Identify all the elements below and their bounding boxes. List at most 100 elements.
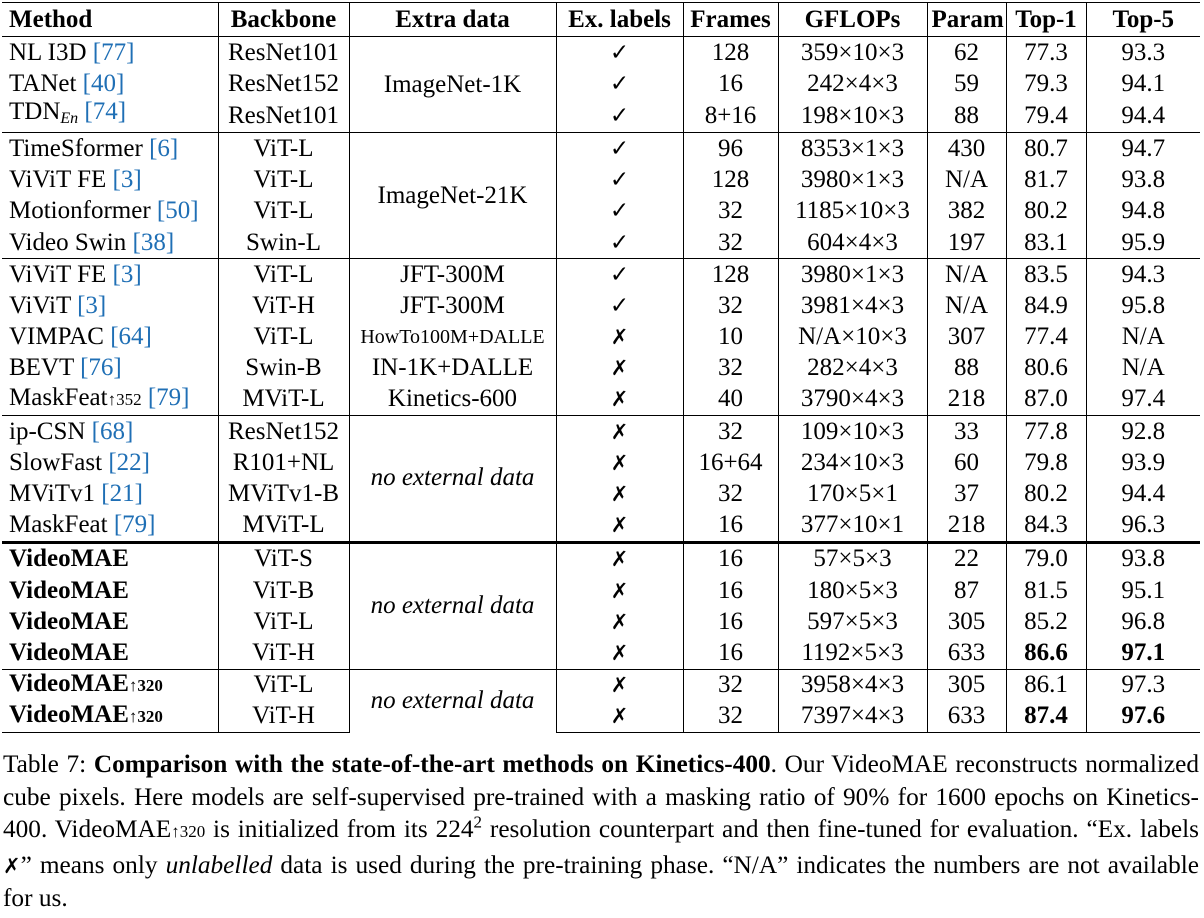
method-name: MaskFeat bbox=[9, 511, 108, 539]
cell-method: MaskFeat↑352 [79] bbox=[2, 384, 218, 416]
header-method: Method bbox=[2, 2, 218, 37]
cell-param: 60 bbox=[926, 447, 1006, 479]
table-row: VideoMAE ViT-H ✗ 16 1192×5×3 633 86.6 97.1 bbox=[2, 637, 1200, 670]
method-subscript: En bbox=[60, 110, 79, 128]
cell-backbone: R101+NL bbox=[217, 447, 349, 479]
cell-frames: 40 bbox=[682, 383, 778, 416]
cell-backbone: Swin-B bbox=[217, 352, 349, 384]
method-name: SlowFast bbox=[9, 448, 103, 476]
check-icon: ✓ bbox=[609, 229, 630, 256]
citation-ref: [68] bbox=[91, 417, 134, 445]
cell-top1: 79.8 bbox=[1005, 447, 1086, 479]
cell-method: VideoMAE↑320 bbox=[2, 668, 218, 701]
table-row: ViViT FE [3] ViT-L ✓ 128 3980×1×3 N/A 81.7 93.8 bbox=[2, 164, 1200, 196]
method-name: TimeSformer bbox=[9, 134, 143, 162]
cell-frames: 32 bbox=[682, 195, 778, 227]
cross-icon: ✗ bbox=[610, 704, 629, 729]
cell-extra-data: no external data bbox=[348, 540, 556, 670]
cell-frames: 128 bbox=[682, 258, 778, 291]
cell-extra-data: ImageNet-21K bbox=[348, 132, 556, 259]
cell-gflops: 198×10×3 bbox=[777, 99, 927, 133]
cell-extra-data: HowTo100M+DALLE bbox=[348, 321, 556, 353]
cell-frames: 10 bbox=[682, 321, 778, 353]
cell-ex-labels: ✓ bbox=[555, 132, 683, 165]
cell-top5: 92.8 bbox=[1085, 415, 1200, 448]
cell-frames: 32 bbox=[682, 226, 778, 259]
cell-param: 62 bbox=[926, 36, 1006, 69]
check-icon: ✓ bbox=[609, 102, 630, 129]
cell-backbone: ViT-H bbox=[217, 700, 349, 733]
cell-method: ViViT FE [3] bbox=[2, 165, 218, 196]
caption-title: Comparison with the state-of-the-art met… bbox=[93, 750, 771, 778]
check-icon: ✓ bbox=[609, 198, 630, 225]
method-resolution: ↑320 bbox=[128, 676, 163, 696]
cell-gflops: 3790×4×3 bbox=[777, 383, 927, 416]
cell-backbone: ViT-L bbox=[217, 195, 349, 227]
cell-ex-labels: ✗ bbox=[555, 637, 683, 670]
cell-gflops: 3980×1×3 bbox=[777, 258, 927, 291]
check-icon: ✓ bbox=[609, 292, 630, 319]
cell-top1: 83.1 bbox=[1005, 226, 1086, 259]
method-name: Video Swin bbox=[9, 228, 127, 256]
cell-method: ip-CSN [68] bbox=[2, 415, 218, 448]
cell-gflops: 170×5×1 bbox=[777, 478, 927, 510]
cell-param: 87 bbox=[926, 575, 1006, 607]
table-row: BEVT [76] Swin-B IN-1K+DALLE ✗ 32 282×4×3 88 80… bbox=[2, 352, 1200, 384]
cell-param: 382 bbox=[926, 195, 1006, 227]
caption-text-4: ” means only bbox=[20, 850, 166, 879]
cell-backbone: ViT-L bbox=[217, 668, 349, 701]
cell-ex-labels: ✗ bbox=[555, 606, 683, 638]
check-icon: ✓ bbox=[609, 70, 630, 97]
cross-icon: ✗ bbox=[610, 356, 629, 381]
cell-top1: 77.8 bbox=[1005, 415, 1086, 448]
cross-icon: ✗ bbox=[610, 547, 629, 572]
cell-top1: 79.4 bbox=[1005, 99, 1086, 133]
cell-extra-data: JFT-300M bbox=[348, 258, 556, 291]
method-name: MViTv1 bbox=[9, 480, 95, 508]
cell-method: Motionformer [50] bbox=[2, 196, 218, 227]
cell-frames: 16 bbox=[682, 540, 778, 575]
cell-top1: 86.1 bbox=[1005, 668, 1086, 701]
cell-top1: 80.2 bbox=[1005, 195, 1086, 227]
table-row: MaskFeat [79] MViT-L ✗ 16 377×10×1 218 84.3 96.… bbox=[2, 509, 1200, 543]
cell-param: N/A bbox=[926, 290, 1006, 322]
cell-gflops: 3981×4×3 bbox=[777, 290, 927, 322]
cell-frames: 16 bbox=[682, 68, 778, 100]
table-row: VideoMAE↑320 ViT-H ✗ 32 7397×4×3 633 87.4 97.6 bbox=[2, 700, 1200, 733]
cell-backbone: ResNet152 bbox=[217, 68, 349, 100]
header-backbone: Backbone bbox=[217, 2, 349, 37]
cell-ex-labels: ✓ bbox=[555, 164, 683, 196]
cell-frames: 32 bbox=[682, 415, 778, 448]
method-name: VIMPAC bbox=[9, 323, 104, 351]
citation-ref: [3] bbox=[112, 166, 142, 194]
citation-ref: [79] bbox=[147, 384, 190, 412]
cell-frames: 32 bbox=[682, 352, 778, 384]
table-row: Video Swin [38] Swin-L ✓ 32 604×4×3 197 83.1 95… bbox=[2, 226, 1200, 259]
cell-backbone: ViT-H bbox=[217, 290, 349, 322]
cell-backbone: ViT-H bbox=[217, 637, 349, 670]
cell-frames: 8+16 bbox=[682, 99, 778, 133]
table-row: TimeSformer [6] ViT-L ImageNet-21K ✓ 96 8353×… bbox=[2, 132, 1200, 259]
cell-extra-data: JFT-300M bbox=[348, 290, 556, 322]
cell-method: VideoMAE↑320 bbox=[2, 700, 218, 733]
check-icon: ✓ bbox=[609, 261, 630, 288]
table-row: VIMPAC [64] ViT-L HowTo100M+DALLE ✗ 10 N/A×10… bbox=[2, 321, 1200, 353]
cell-method: ViViT FE [3] bbox=[2, 258, 218, 291]
table-row: VideoMAE ViT-L ✗ 16 597×5×3 305 85.2 96.8 bbox=[2, 606, 1200, 638]
cell-top1: 79.3 bbox=[1005, 68, 1086, 100]
cell-ex-labels: ✗ bbox=[555, 540, 683, 575]
cell-frames: 16+64 bbox=[682, 447, 778, 479]
table-row: SlowFast [22] R101+NL ✗ 16+64 234×10×3 60 79.8… bbox=[2, 447, 1200, 479]
cell-gflops: 604×4×3 bbox=[777, 226, 927, 259]
header-gflops: GFLOPs bbox=[777, 2, 927, 37]
cell-method: ViViT [3] bbox=[2, 290, 218, 321]
table-row: NL I3D [77] ResNet101 ImageNet-1K ✓ 128 359×1… bbox=[2, 35, 1200, 133]
cell-gflops: 3980×1×3 bbox=[777, 164, 927, 196]
citation-ref: [6] bbox=[149, 134, 179, 162]
cell-ex-labels: ✓ bbox=[555, 99, 683, 133]
cell-top5: 93.3 bbox=[1085, 36, 1200, 69]
table-row: ViViT [3] ViT-H JFT-300M ✓ 32 3981×4×3 N/A 84.9… bbox=[2, 290, 1200, 322]
cell-top5: 94.1 bbox=[1085, 68, 1200, 100]
citation-ref: [76] bbox=[80, 354, 122, 382]
cross-icon: ✗ bbox=[610, 450, 629, 475]
